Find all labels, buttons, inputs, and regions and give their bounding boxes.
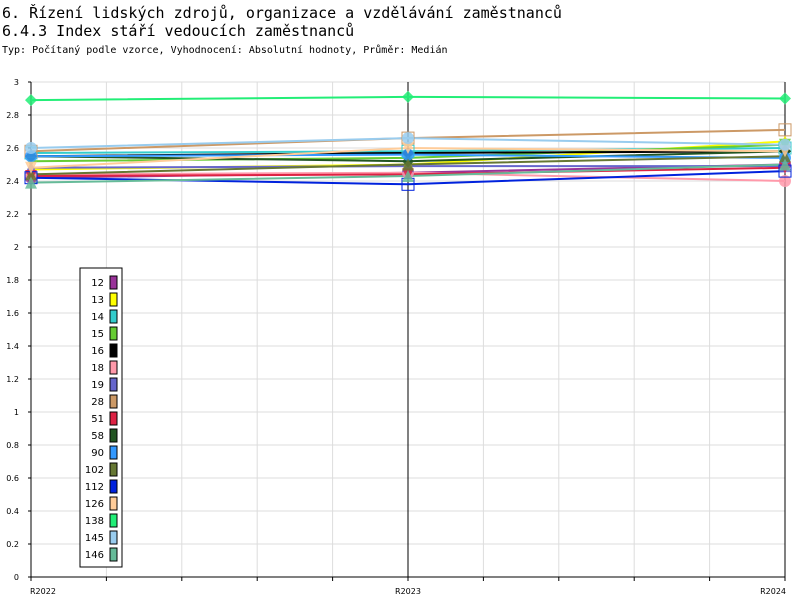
legend-swatch: [109, 496, 118, 511]
data-point: [779, 175, 791, 187]
data-point: [402, 142, 414, 154]
legend-label: 51: [91, 414, 104, 425]
legend-swatch: [109, 394, 118, 409]
data-point: [25, 176, 37, 189]
legend-swatch: [109, 360, 118, 375]
data-point: [402, 132, 414, 145]
data-point: [25, 150, 37, 163]
legend-label: 19: [91, 380, 104, 391]
y-tick-label: 2.6: [6, 144, 19, 153]
legend-label: 18: [91, 363, 104, 374]
legend-swatch: [109, 411, 118, 426]
legend-label: 58: [91, 431, 104, 442]
y-tick-label: 2.8: [6, 111, 19, 120]
legend-swatch: [109, 445, 118, 460]
y-tick-label: 1.4: [6, 342, 19, 351]
legend-swatch: [109, 428, 118, 443]
legend-label: 112: [85, 482, 104, 493]
data-point: [779, 92, 791, 105]
legend-label: 146: [85, 550, 104, 561]
chart-title: 6.4.3 Index stáří vedoucích zaměstnanců: [2, 22, 355, 40]
legend-label: 90: [91, 448, 104, 459]
x-tick-label: R2023: [395, 587, 421, 596]
x-tick-label: R2022: [30, 587, 56, 596]
y-tick-label: 1: [14, 408, 19, 417]
data-point: [25, 94, 37, 107]
legend-swatch: [109, 513, 118, 528]
data-point: [778, 123, 792, 137]
y-tick-label: 1.2: [6, 375, 19, 384]
y-tick-label: 0.8: [6, 441, 19, 450]
legend-label: 126: [85, 499, 104, 510]
data-point: [402, 170, 414, 183]
legend-label: 14: [91, 312, 104, 323]
grid: [30, 81, 786, 578]
data-point: [779, 138, 791, 151]
legend-swatch: [109, 462, 118, 477]
data-point: [402, 148, 414, 161]
legend-swatch: [109, 309, 118, 324]
legend-swatch: [109, 292, 118, 307]
legend-swatch: [109, 547, 118, 562]
legend-swatch: [109, 377, 118, 392]
y-tick-label: 1.8: [6, 276, 19, 285]
y-tick-label: 2: [14, 243, 19, 252]
y-tick-label: 2.4: [6, 177, 19, 186]
legend-label: 13: [91, 295, 104, 306]
legend: 12 13 14 15 16 18 19 28 51 58 90 102 112 126 138 145 146: [79, 267, 123, 568]
legend-label: 16: [91, 346, 104, 357]
y-tick-label: 0.6: [6, 474, 19, 483]
data-point: [25, 161, 37, 174]
y-tick-label: 1.6: [6, 309, 19, 318]
legend-label: 145: [85, 533, 104, 544]
y-tick-label: 0.4: [6, 507, 19, 516]
legend-label: 28: [91, 397, 104, 408]
data-point: [402, 90, 414, 103]
legend-label: 138: [85, 516, 104, 527]
data-point: [779, 158, 791, 171]
series-markers: [24, 90, 792, 191]
data-point: [25, 142, 37, 154]
legend-label: 12: [91, 278, 104, 289]
chart-subtitle: Typ: Počítaný podle vzorce, Vyhodnocení:…: [2, 45, 448, 56]
y-tick-label: 3: [14, 78, 19, 87]
data-point: [25, 168, 37, 181]
legend-swatch: [109, 275, 118, 290]
legend-label: 102: [85, 465, 104, 476]
x-tick-label: R2024: [760, 587, 786, 596]
legend-swatch: [109, 530, 118, 545]
data-point: [402, 158, 414, 171]
y-tick-label: 0: [14, 573, 19, 582]
y-tick-label: 0.2: [6, 540, 19, 549]
y-tick-label: 2.2: [6, 210, 19, 219]
legend-swatch: [109, 326, 118, 341]
legend-swatch: [109, 479, 118, 494]
legend-swatch: [109, 343, 118, 358]
page-title: 6. Řízení lidských zdrojů, organizace a …: [2, 4, 562, 22]
legend-label: 15: [91, 329, 104, 340]
